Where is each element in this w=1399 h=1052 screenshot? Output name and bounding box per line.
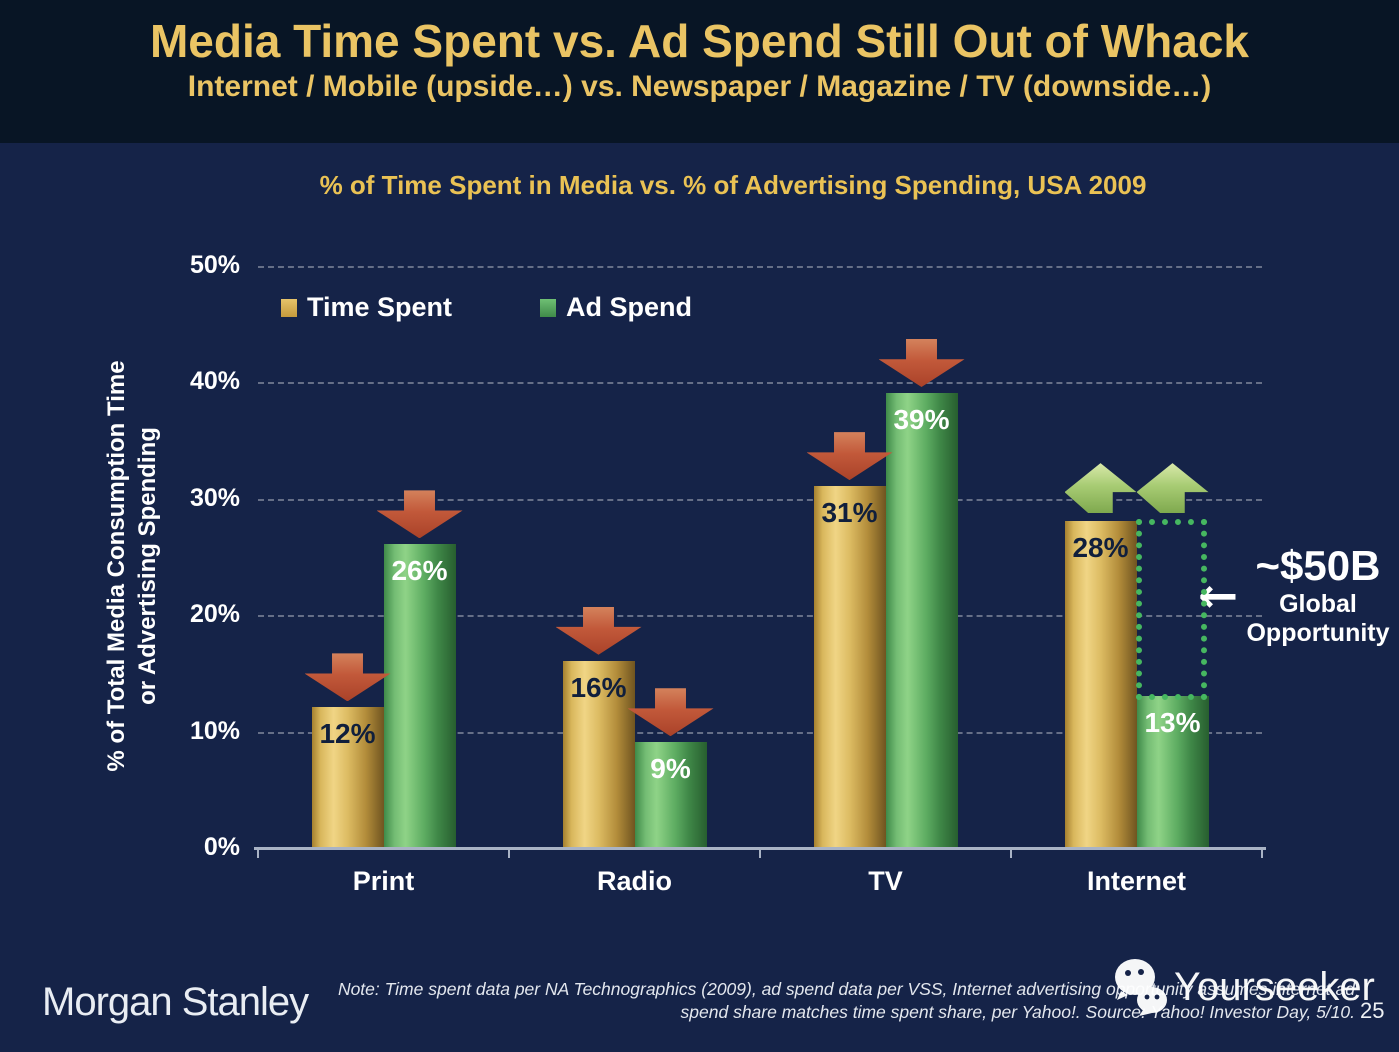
bar-internet-gold — [1064, 521, 1137, 847]
bar-value-label: 28% — [1072, 532, 1129, 564]
bar-value-label: 9% — [650, 753, 691, 785]
trend-up-arrow-icon — [1064, 463, 1137, 514]
bar-value-label: 12% — [319, 718, 376, 750]
slide-title: Media Time Spent vs. Ad Spend Still Out … — [149, 15, 1250, 67]
plot-area: 12% 26% 16% 9% 31% 39% 28% 13% — [254, 266, 1266, 858]
bar-radio-gold — [562, 660, 635, 847]
opportunity-dotted-box — [1135, 519, 1207, 700]
header-band: Media Time Spent vs. Ad Spend Still Out … — [0, 0, 1399, 143]
legend-swatch-green-icon — [540, 298, 557, 317]
opportunity-value: ~$50B — [1255, 542, 1381, 589]
x-axis-tick — [759, 849, 761, 858]
source-note: Note: Time spent data per NA Technograph… — [315, 978, 1355, 1024]
trend-down-arrow-icon — [878, 339, 965, 388]
chart-title: % of Time Spent in Media vs. % of Advert… — [319, 170, 1147, 200]
source-note-line2: spend share matches time spent share, pe… — [680, 1002, 1355, 1022]
bar-print-gold — [311, 707, 384, 847]
x-category-label-print: Print — [352, 866, 415, 896]
y-tick-label-20%: 20% — [189, 600, 240, 629]
legend-label: Time Spent — [307, 292, 453, 322]
y-tick-label-0%: 0% — [203, 833, 240, 861]
gridline-40% — [258, 382, 1262, 385]
y-tick-label-10%: 10% — [189, 716, 240, 745]
gridline-10% — [258, 731, 1262, 734]
morgan-stanley-logo: Morgan Stanley — [42, 980, 309, 1024]
bar-value-label: 31% — [821, 497, 878, 529]
slide-subtitle: Internet / Mobile (upside…) vs. Newspape… — [187, 70, 1212, 103]
chat-bubbles-icon — [1115, 959, 1167, 1016]
gridline-20% — [258, 615, 1262, 618]
trend-up-arrow-icon — [1136, 463, 1209, 514]
gridline-50% — [258, 266, 1262, 268]
trend-down-arrow-icon — [555, 606, 642, 655]
opportunity-annotation: ~$50B Global Opportunity — [1238, 542, 1398, 648]
legend-label: Ad Spend — [566, 292, 693, 322]
watermark: Yourseeker — [1112, 958, 1375, 1016]
bar-print-green — [383, 544, 456, 847]
x-axis-line — [254, 847, 1266, 850]
bar-internet-green — [1136, 695, 1209, 847]
legend-item-ad-spend: Ad Spend — [540, 292, 692, 323]
watermark-text: Yourseeker — [1174, 964, 1375, 1009]
source-note-line1: Note: Time spent data per NA Technograph… — [337, 979, 1355, 999]
x-axis-tick — [257, 849, 259, 858]
trend-down-arrow-icon — [376, 490, 463, 539]
x-axis-tick — [1261, 849, 1263, 858]
bar-tv-green — [885, 393, 958, 847]
legend-swatch-gold-icon — [281, 298, 297, 317]
trend-down-arrow-icon — [627, 688, 714, 737]
legend-item-time-spent: Time Spent — [281, 292, 452, 323]
page-number: 25 — [1360, 998, 1385, 1023]
bar-value-label: 16% — [570, 671, 627, 703]
x-category-label-internet: Internet — [1086, 866, 1186, 896]
bar-tv-gold — [813, 486, 886, 847]
x-axis-tick — [1010, 849, 1012, 858]
opportunity-label-line1: Global — [1279, 590, 1357, 618]
bar-value-label: 39% — [893, 404, 950, 436]
x-category-label-radio: Radio — [596, 866, 672, 896]
y-axis-title-line1: % of Total Media Consumption Time — [103, 360, 130, 772]
opportunity-label-line2: Opportunity — [1246, 619, 1390, 647]
y-tick-label-40%: 40% — [189, 367, 240, 396]
chart-legend: Time Spent Ad Spend — [281, 292, 692, 323]
trend-down-arrow-icon — [304, 653, 391, 702]
gridline-30% — [258, 498, 1262, 501]
bar-value-label: 26% — [391, 555, 448, 587]
y-tick-label-30%: 30% — [189, 483, 240, 512]
y-tick-label-50%: 50% — [189, 251, 240, 279]
bar-radio-green — [634, 742, 707, 847]
x-category-label-tv: TV — [868, 866, 903, 896]
bar-value-label: 13% — [1144, 706, 1201, 738]
x-axis-tick — [508, 849, 510, 858]
trend-down-arrow-icon — [806, 432, 893, 481]
